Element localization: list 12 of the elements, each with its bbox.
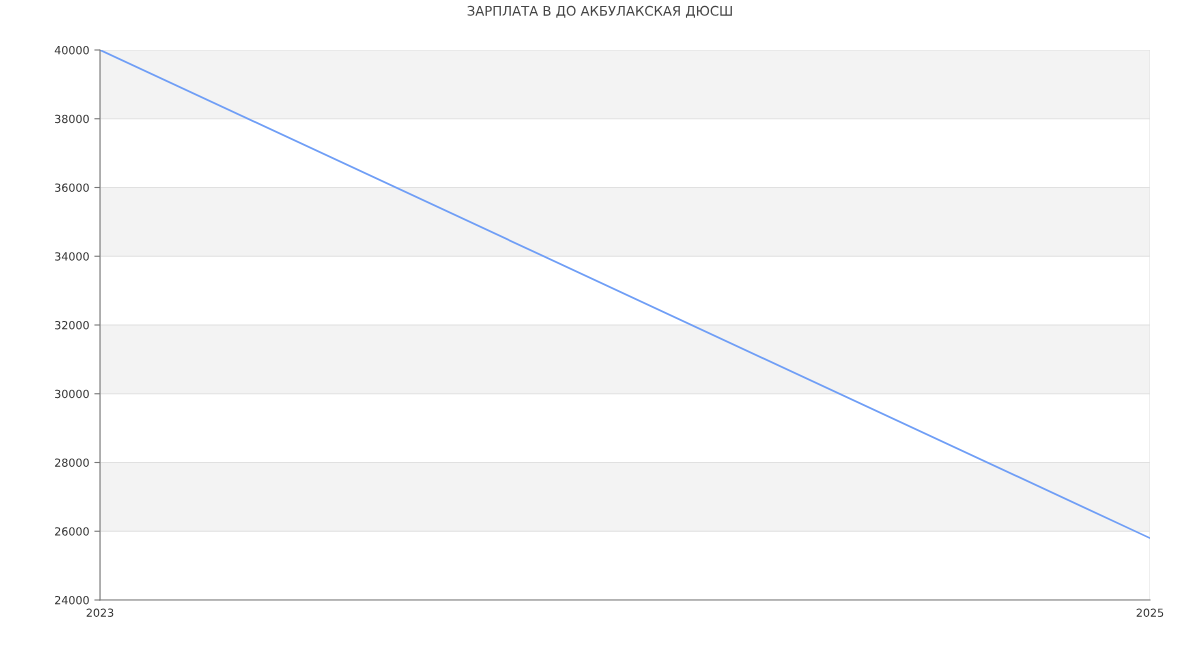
y-tick-label: 40000 — [54, 45, 89, 55]
y-tick-label: 28000 — [55, 458, 89, 467]
y-tick-label: 30000 — [55, 389, 89, 399]
y-tick-label: 38000 — [55, 114, 89, 124]
x-tick-label: 2025 — [1136, 608, 1164, 617]
y-tick-label: 34000 — [55, 252, 89, 261]
y-tick-label: 24000 — [55, 595, 89, 605]
chart-title: ЗАРПЛАТА В ДО АКБУЛАКСКАЯ ДЮСШ — [467, 5, 732, 18]
y-tick-label: 32000 — [55, 320, 89, 330]
y-tick-label: 26000 — [55, 527, 89, 536]
x-tick-label: 2023 — [86, 608, 114, 617]
y-tick-label: 36000 — [55, 183, 89, 192]
